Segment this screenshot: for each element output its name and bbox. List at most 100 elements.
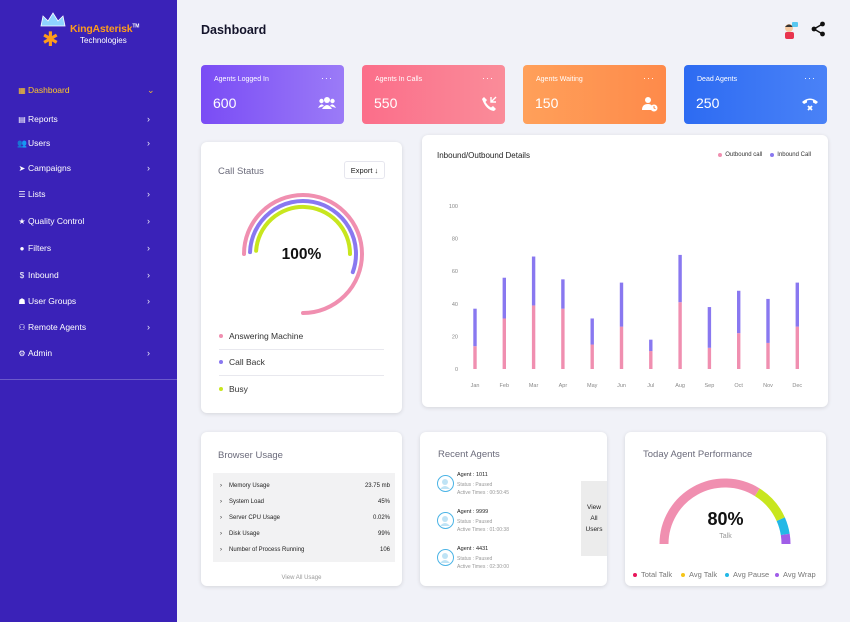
bar-aug-inbound[interactable] [678, 254, 682, 303]
stat-card-agents-in-calls[interactable]: Agents In Calls ··· 550 [362, 65, 505, 124]
usage-value: 106 [379, 547, 390, 553]
chevron-icon: › [147, 243, 150, 253]
bar-jan-inbound[interactable] [473, 308, 477, 347]
agent-item[interactable]: Agent : 9999 Status : Paused Active Times … [437, 509, 547, 539]
sidebar-item-quality-control[interactable]: ★ Quality Control › [0, 212, 177, 230]
usage-row-memory-usage[interactable]: › Memory Usage 23.75 mb [220, 480, 390, 492]
sidebar-item-users[interactable]: 👥 Users › [0, 134, 177, 152]
sidebar-item-label: Campaigns [28, 163, 71, 173]
support-agent-icon[interactable] [782, 21, 798, 39]
stat-card-dead-agents[interactable]: Dead Agents ··· 250 [684, 65, 827, 124]
sidebar-item-admin[interactable]: ⚙ Admin › [0, 344, 177, 362]
dashboard-icon: ▦ [18, 85, 26, 95]
sidebar-item-remote-agents[interactable]: ⚇ Remote Agents › [0, 318, 177, 336]
bar-aug-outbound[interactable] [678, 302, 682, 369]
sidebar-item-label: Lists [28, 189, 46, 199]
users-icon: 👥 [17, 138, 27, 148]
more-menu-icon[interactable]: ··· [643, 73, 655, 83]
usage-label: Number of Process Running [229, 547, 305, 553]
sidebar-item-user-groups[interactable]: ☗ User Groups › [0, 292, 177, 310]
call-status-percent: 100% [281, 246, 322, 263]
bar-jan-outbound[interactable] [473, 346, 477, 369]
agent-performance-title: Today Agent Performance [643, 449, 753, 460]
gauge-total-talk [659, 478, 760, 545]
sidebar-item-dashboard[interactable]: ▦ Dashboard ⌄ [0, 81, 177, 99]
legend-dot [725, 572, 729, 577]
browser-usage-table: › Memory Usage 23.75 mb › System Load 45% › Ser… [213, 473, 395, 562]
view-all-users-button[interactable]: View All Users [581, 481, 607, 556]
sidebar-item-filters[interactable]: ● Filters › [0, 239, 177, 257]
y-tick-label: 40 [452, 302, 458, 308]
stat-card-agents-waiting[interactable]: Agents Waiting ··· 150 [523, 65, 666, 124]
stat-value: 600 [213, 95, 237, 111]
usage-value: 23.75 mb [364, 483, 390, 489]
legend-busy: Busy [219, 376, 384, 402]
bar-mar-outbound[interactable] [531, 305, 536, 369]
usage-row-number-of-process-running[interactable]: › Number of Process Running 106 [220, 544, 390, 556]
usage-label: Server CPU Usage [229, 515, 281, 521]
sidebar-item-inbound[interactable]: $ Inbound › [0, 266, 177, 284]
usage-row-system-load[interactable]: › System Load 45% [220, 496, 390, 508]
x-tick-label: Sep [705, 383, 715, 389]
gauge-avg-wrap [780, 533, 791, 545]
bar-apr-inbound[interactable] [561, 279, 565, 309]
export-button[interactable]: Export ↓ [344, 161, 385, 179]
perf-legend-total-talk: Total Talk [633, 570, 672, 579]
sidebar-item-label: User Groups [28, 296, 77, 306]
group-icon [318, 96, 336, 115]
sidebar-item-lists[interactable]: ☰ Lists › [0, 185, 177, 203]
usage-value: 45% [377, 499, 390, 505]
sidebar-item-label: Dashboard [28, 85, 70, 95]
bar-dec-inbound[interactable] [795, 282, 799, 327]
chart-legend-item: Inbound Call [770, 152, 811, 158]
chevron-icon: › [147, 348, 150, 358]
bar-sep-outbound[interactable] [707, 347, 712, 369]
agent-avatar-icon [437, 475, 454, 492]
bar-jun-outbound[interactable] [619, 326, 624, 369]
more-menu-icon[interactable]: ··· [321, 73, 333, 83]
bar-nov-inbound[interactable] [766, 298, 770, 343]
chevron-icon: › [147, 163, 150, 173]
bar-dec-outbound[interactable] [795, 326, 799, 369]
bar-may-outbound[interactable] [590, 344, 594, 369]
gear-icon: ⚙ [18, 348, 26, 358]
ring-answering-machine [242, 193, 364, 315]
legend-label: Avg Wrap [783, 570, 816, 579]
usage-row-disk-usage[interactable]: › Disk Usage 99% [220, 528, 390, 540]
bar-jun-inbound[interactable] [619, 282, 624, 327]
sidebar-item-reports[interactable]: ▤ Reports › [0, 110, 177, 128]
agent-item[interactable]: Agent : 4431 Status : Paused Active Times … [437, 546, 547, 576]
bar-oct-outbound[interactable] [737, 333, 741, 369]
bar-chart: 0 20 40 60 80 100 Jan Feb Mar Apr May Jun Jul Aug Sep O… [449, 204, 803, 389]
brand-name: KingAsteriskTM [70, 23, 140, 35]
bar-sep-inbound[interactable] [707, 307, 712, 348]
agent-avatar-icon [437, 512, 454, 529]
chevron-right-icon: › [220, 499, 222, 505]
stat-card-agents-logged-in[interactable]: Agents Logged In ··· 600 [201, 65, 344, 124]
sidebar-item-campaigns[interactable]: ➤ Campaigns › [0, 159, 177, 177]
bar-feb-outbound[interactable] [502, 318, 506, 369]
browser-usage-title: Browser Usage [218, 450, 283, 461]
browser-usage-card: Browser Usage › Memory Usage 23.75 mb › Syst… [201, 432, 402, 586]
bar-nov-outbound[interactable] [766, 342, 770, 369]
bar-mar-inbound[interactable] [531, 256, 536, 306]
usage-label: Memory Usage [229, 483, 270, 489]
bar-jul-outbound[interactable] [649, 351, 653, 369]
bar-apr-outbound[interactable] [561, 308, 565, 369]
performance-gauge [659, 478, 791, 545]
bar-may-inbound[interactable] [590, 318, 594, 345]
bar-oct-inbound[interactable] [737, 290, 741, 334]
bar-feb-inbound[interactable] [502, 277, 506, 319]
reports-icon: ▤ [18, 114, 26, 124]
usage-row-server-cpu-usage[interactable]: › Server CPU Usage 0.02% [220, 512, 390, 524]
more-menu-icon[interactable]: ··· [482, 73, 494, 83]
bar-jul-inbound[interactable] [649, 339, 653, 352]
inbound-outbound-card: Inbound/Outbound Details Outbound call In… [422, 135, 828, 407]
more-menu-icon[interactable]: ··· [804, 73, 816, 83]
share-icon[interactable] [811, 21, 826, 37]
agent-item[interactable]: Agent : 1011 Status : Paused Active Times … [437, 472, 547, 502]
campaigns-icon: ➤ [18, 163, 26, 173]
view-all-usage-link[interactable]: View All Usage [281, 575, 322, 581]
asterisk-icon: ✱ [42, 29, 59, 51]
brand-logo[interactable]: ✱ KingAsteriskTM Technologies [36, 12, 146, 52]
